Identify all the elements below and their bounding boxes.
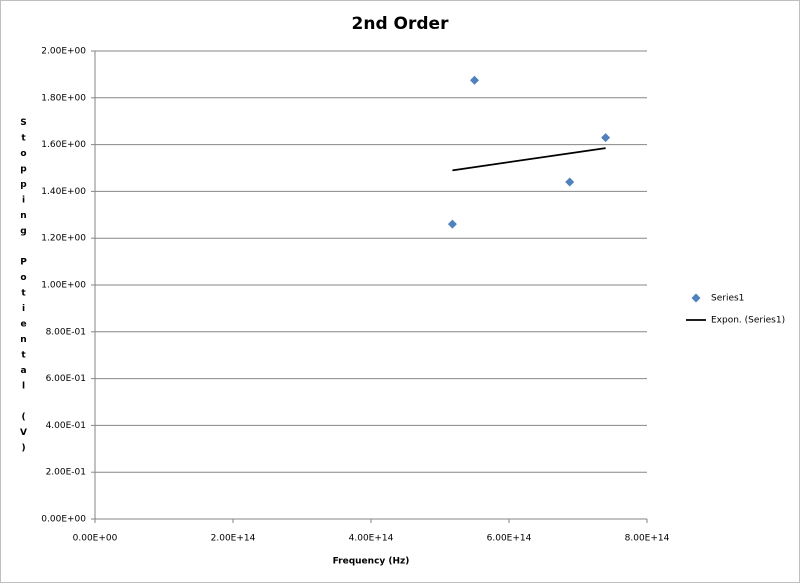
point [447,219,457,229]
point [470,75,479,85]
x-tick-label: 6.00E+14 [487,534,532,544]
y-tick-label: 2.00E-01 [46,468,86,478]
legend-label: Expon. (Series1) [711,316,785,326]
legend-label: Series1 [711,294,744,304]
y-tick-label: 1.40E+00 [41,187,86,197]
x-tick-label: 4.00E+14 [349,534,394,544]
y-tick-label: 2.00E+00 [41,47,86,57]
x-tick-label: 8.00E+14 [625,534,670,544]
y-tick-label: 1.00E+00 [41,281,86,291]
y-tick-label: 6.00E-01 [46,374,86,384]
point [565,177,575,187]
y-axis-title: Stopping Potiental (V) [19,118,29,459]
legend-swatch [691,293,701,303]
y-tick-label: 8.00E-01 [46,327,86,337]
point [601,133,611,143]
chart-title: 2nd Order [352,14,450,34]
x-tick-label: 2.00E+14 [211,534,256,544]
x-axis-title: Frequency (Hz) [333,557,410,567]
y-tick-label: 1.60E+00 [41,140,86,150]
y-tick-label: 4.00E-01 [46,421,86,431]
x-tick-label: 0.00E+00 [73,534,118,544]
y-tick-label: 1.80E+00 [41,93,86,103]
trend-line [452,147,606,172]
y-tick-label: 0.00E+00 [41,515,86,525]
y-tick-label: 1.20E+00 [41,234,86,244]
